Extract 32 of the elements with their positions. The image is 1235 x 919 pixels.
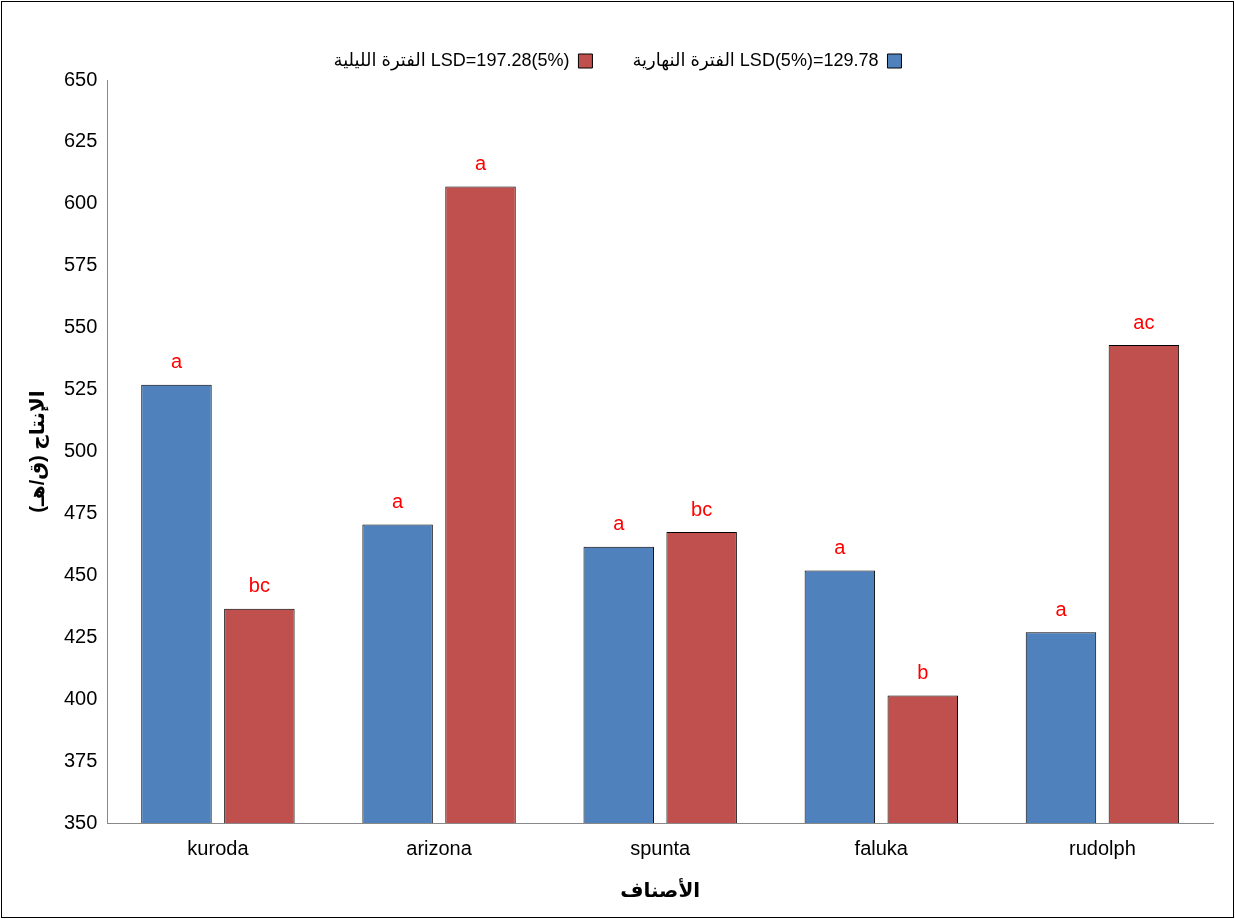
y-tick-label: 375 — [63, 748, 98, 771]
y-tick-label: 550 — [63, 315, 98, 338]
data-label: bc — [248, 574, 270, 597]
y-tick-label: 450 — [63, 562, 98, 585]
data-label: a — [392, 490, 405, 513]
y-tick-label: 575 — [63, 253, 98, 276]
x-tick-label: kuroda — [187, 836, 250, 859]
data-label: a — [1055, 597, 1068, 620]
y-tick-label: 400 — [63, 686, 98, 709]
x-tick-label: faluka — [854, 836, 909, 859]
data-label: a — [834, 535, 847, 558]
y-tick-label: 500 — [63, 439, 98, 462]
legend-label: الفترة الليلية LSD=197.28(5%) — [333, 49, 570, 71]
y-tick-label: 425 — [63, 624, 98, 647]
data-label: a — [613, 512, 626, 535]
y-tick-label: 650 — [63, 67, 98, 90]
data-label: bc — [691, 497, 713, 520]
y-tick-label: 625 — [63, 129, 98, 152]
data-label: ac — [1133, 310, 1155, 333]
y-tick-label: 475 — [63, 500, 98, 523]
y-tick-label: 600 — [63, 191, 98, 214]
legend-label: الفترة النهارية LSD(5%)=129.78 — [632, 49, 879, 71]
y-axis-title: الإنتاج (ق/هـ) — [25, 390, 49, 513]
y-tick-label: 350 — [63, 810, 98, 833]
x-axis-title: الأصناف — [620, 876, 701, 901]
data-label: a — [170, 350, 183, 373]
y-tick-label: 525 — [63, 377, 98, 400]
x-tick-label: rudolph — [1069, 836, 1136, 859]
x-tick-label: arizona — [406, 836, 473, 859]
data-label: b — [917, 660, 929, 683]
x-tick-label: spunta — [630, 836, 692, 859]
data-label: a — [474, 152, 487, 175]
